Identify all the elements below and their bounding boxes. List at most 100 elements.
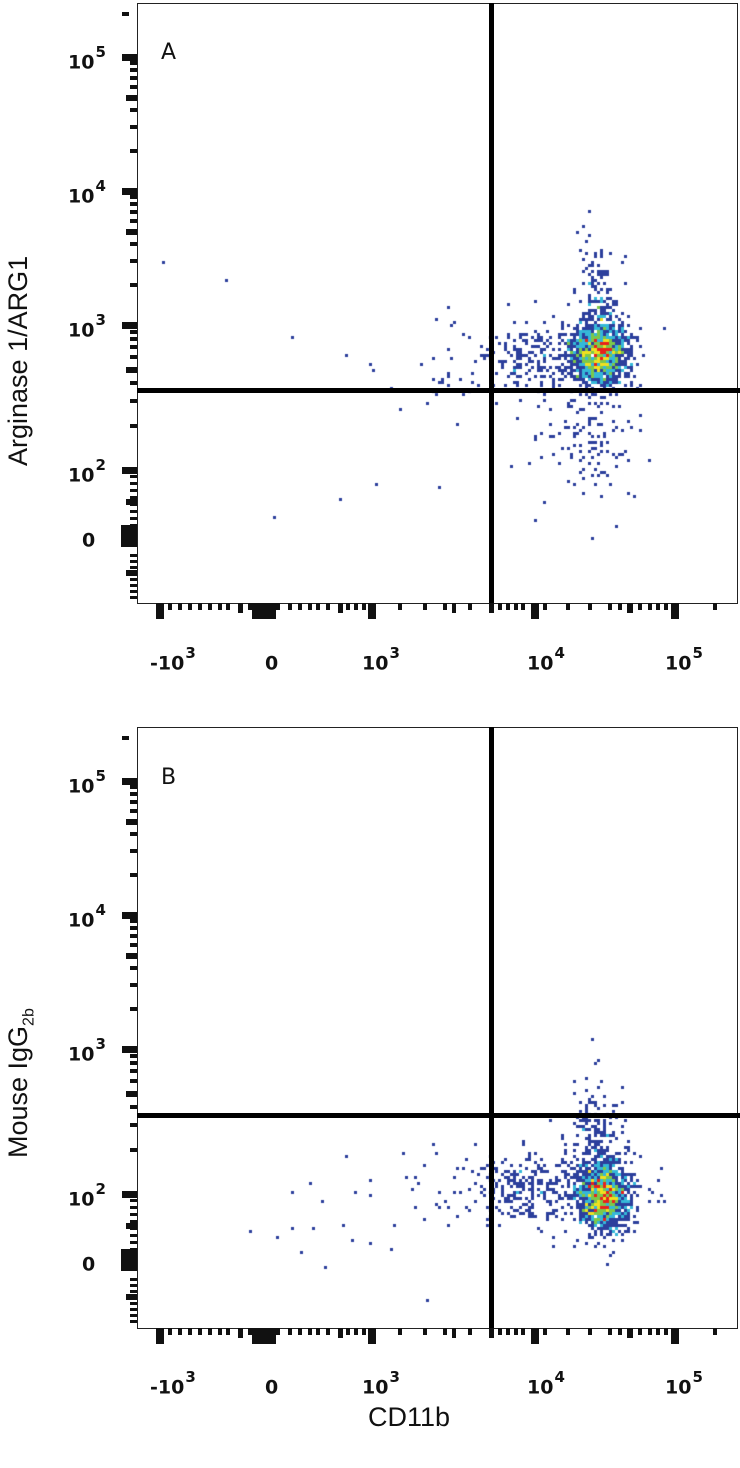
axis-tick [346, 1328, 350, 1335]
axis-tick [130, 983, 137, 987]
axis-tick [713, 1328, 717, 1335]
x-tick-label: 0 [265, 1376, 279, 1399]
x-tick-label: 104 [527, 1368, 565, 1399]
axis-tick [126, 1294, 137, 1300]
axis-tick [122, 778, 137, 785]
axis-tick [489, 1328, 494, 1338]
axis-tick [130, 832, 137, 836]
axis-tick [248, 1328, 252, 1335]
axis-tick [514, 1328, 518, 1335]
axis-tick [126, 1091, 137, 1097]
axis-tick [298, 1328, 302, 1335]
axis-tick [130, 1069, 137, 1073]
axis-tick [308, 1328, 312, 1335]
axis-tick [638, 1328, 642, 1335]
axis-tick [648, 1328, 652, 1335]
axis-tick [130, 1302, 137, 1305]
x-tick-label: -103 [150, 1368, 196, 1399]
axis-tick [276, 1328, 280, 1335]
axis-tick [398, 1328, 402, 1335]
axis-tick [130, 919, 137, 923]
axis-tick [368, 1328, 376, 1344]
axis-tick [130, 1314, 137, 1317]
axis-tick [130, 1213, 137, 1216]
axis-tick [130, 966, 137, 970]
axis-tick [543, 1328, 547, 1335]
y-tick-label: 104 [68, 901, 106, 932]
axis-tick [130, 1061, 137, 1065]
axis-tick [130, 785, 137, 789]
axis-tick [656, 1328, 660, 1335]
axis-tick [627, 1328, 633, 1338]
axis-tick [130, 1320, 137, 1323]
axis-tick [130, 1220, 137, 1223]
axis-tick [362, 1328, 366, 1335]
axis-tick [354, 1328, 358, 1335]
axis-tick [237, 1328, 243, 1338]
axis-tick [126, 1223, 137, 1229]
x-tick-label: 105 [665, 1368, 703, 1399]
axis-tick [130, 1234, 137, 1237]
axis-tick [130, 1206, 137, 1209]
axis-tick [130, 1079, 137, 1083]
quadrant-gate-vertical-b[interactable] [489, 727, 494, 1329]
axis-tick [130, 1278, 137, 1281]
x-axis-title: CD11b [368, 1402, 451, 1432]
y-tick-label: 102 [68, 1180, 106, 1211]
axis-tick [130, 809, 137, 813]
axis-tick [506, 1328, 510, 1335]
axis-tick [588, 1328, 592, 1335]
axis-tick [130, 800, 137, 804]
axis-tick [130, 1199, 137, 1202]
quadrant-gate-horizontal-b[interactable] [137, 1113, 740, 1118]
axis-tick [130, 943, 137, 947]
axis-tick [531, 1328, 539, 1344]
axis-tick [130, 1290, 137, 1293]
axis-tick [226, 1328, 230, 1335]
axis-tick [337, 1328, 343, 1338]
axis-tick [198, 1328, 202, 1335]
axis-tick [122, 736, 129, 740]
axis-tick [468, 1328, 472, 1335]
axis-tick [443, 1328, 447, 1335]
axis-tick [130, 1148, 137, 1152]
axis-tick [316, 1328, 320, 1335]
y-tick-label: 0 [82, 1253, 96, 1276]
axis-tick [618, 1328, 622, 1335]
axis-tick [126, 819, 137, 825]
axis-tick [178, 1328, 182, 1335]
axis-tick [566, 1328, 570, 1335]
axis-tick [326, 1328, 330, 1335]
axis-tick [156, 1328, 164, 1344]
axis-tick [168, 1328, 172, 1335]
axis-tick [130, 1123, 137, 1127]
axis-tick [671, 1328, 679, 1344]
axis-tick [130, 1308, 137, 1311]
axis-tick [121, 1249, 137, 1271]
axis-tick [130, 1054, 137, 1058]
axis-tick [130, 926, 137, 930]
axis-tick [130, 934, 137, 938]
axis-tick [288, 1328, 292, 1335]
y-tick-label: 103 [68, 1035, 106, 1066]
axis-tick [608, 1328, 612, 1335]
axis-tick [130, 849, 137, 853]
axis-tick [188, 1328, 192, 1335]
axis-tick [208, 1328, 212, 1335]
axis-tick [452, 1328, 456, 1338]
axis-tick [256, 1328, 260, 1335]
axis-tick [130, 1241, 137, 1244]
axis-tick [122, 1191, 137, 1198]
axis-tick [130, 1007, 137, 1011]
axis-tick [664, 1328, 668, 1335]
axis-tick [498, 1328, 502, 1335]
panel-letter-b: B [161, 765, 177, 790]
axis-tick [218, 1328, 222, 1335]
axis-tick [130, 1105, 137, 1109]
axis-tick [130, 1284, 137, 1287]
axis-tick [122, 912, 137, 919]
axis-tick [423, 1328, 427, 1335]
axis-tick [521, 1328, 525, 1335]
axis-tick [130, 873, 137, 877]
